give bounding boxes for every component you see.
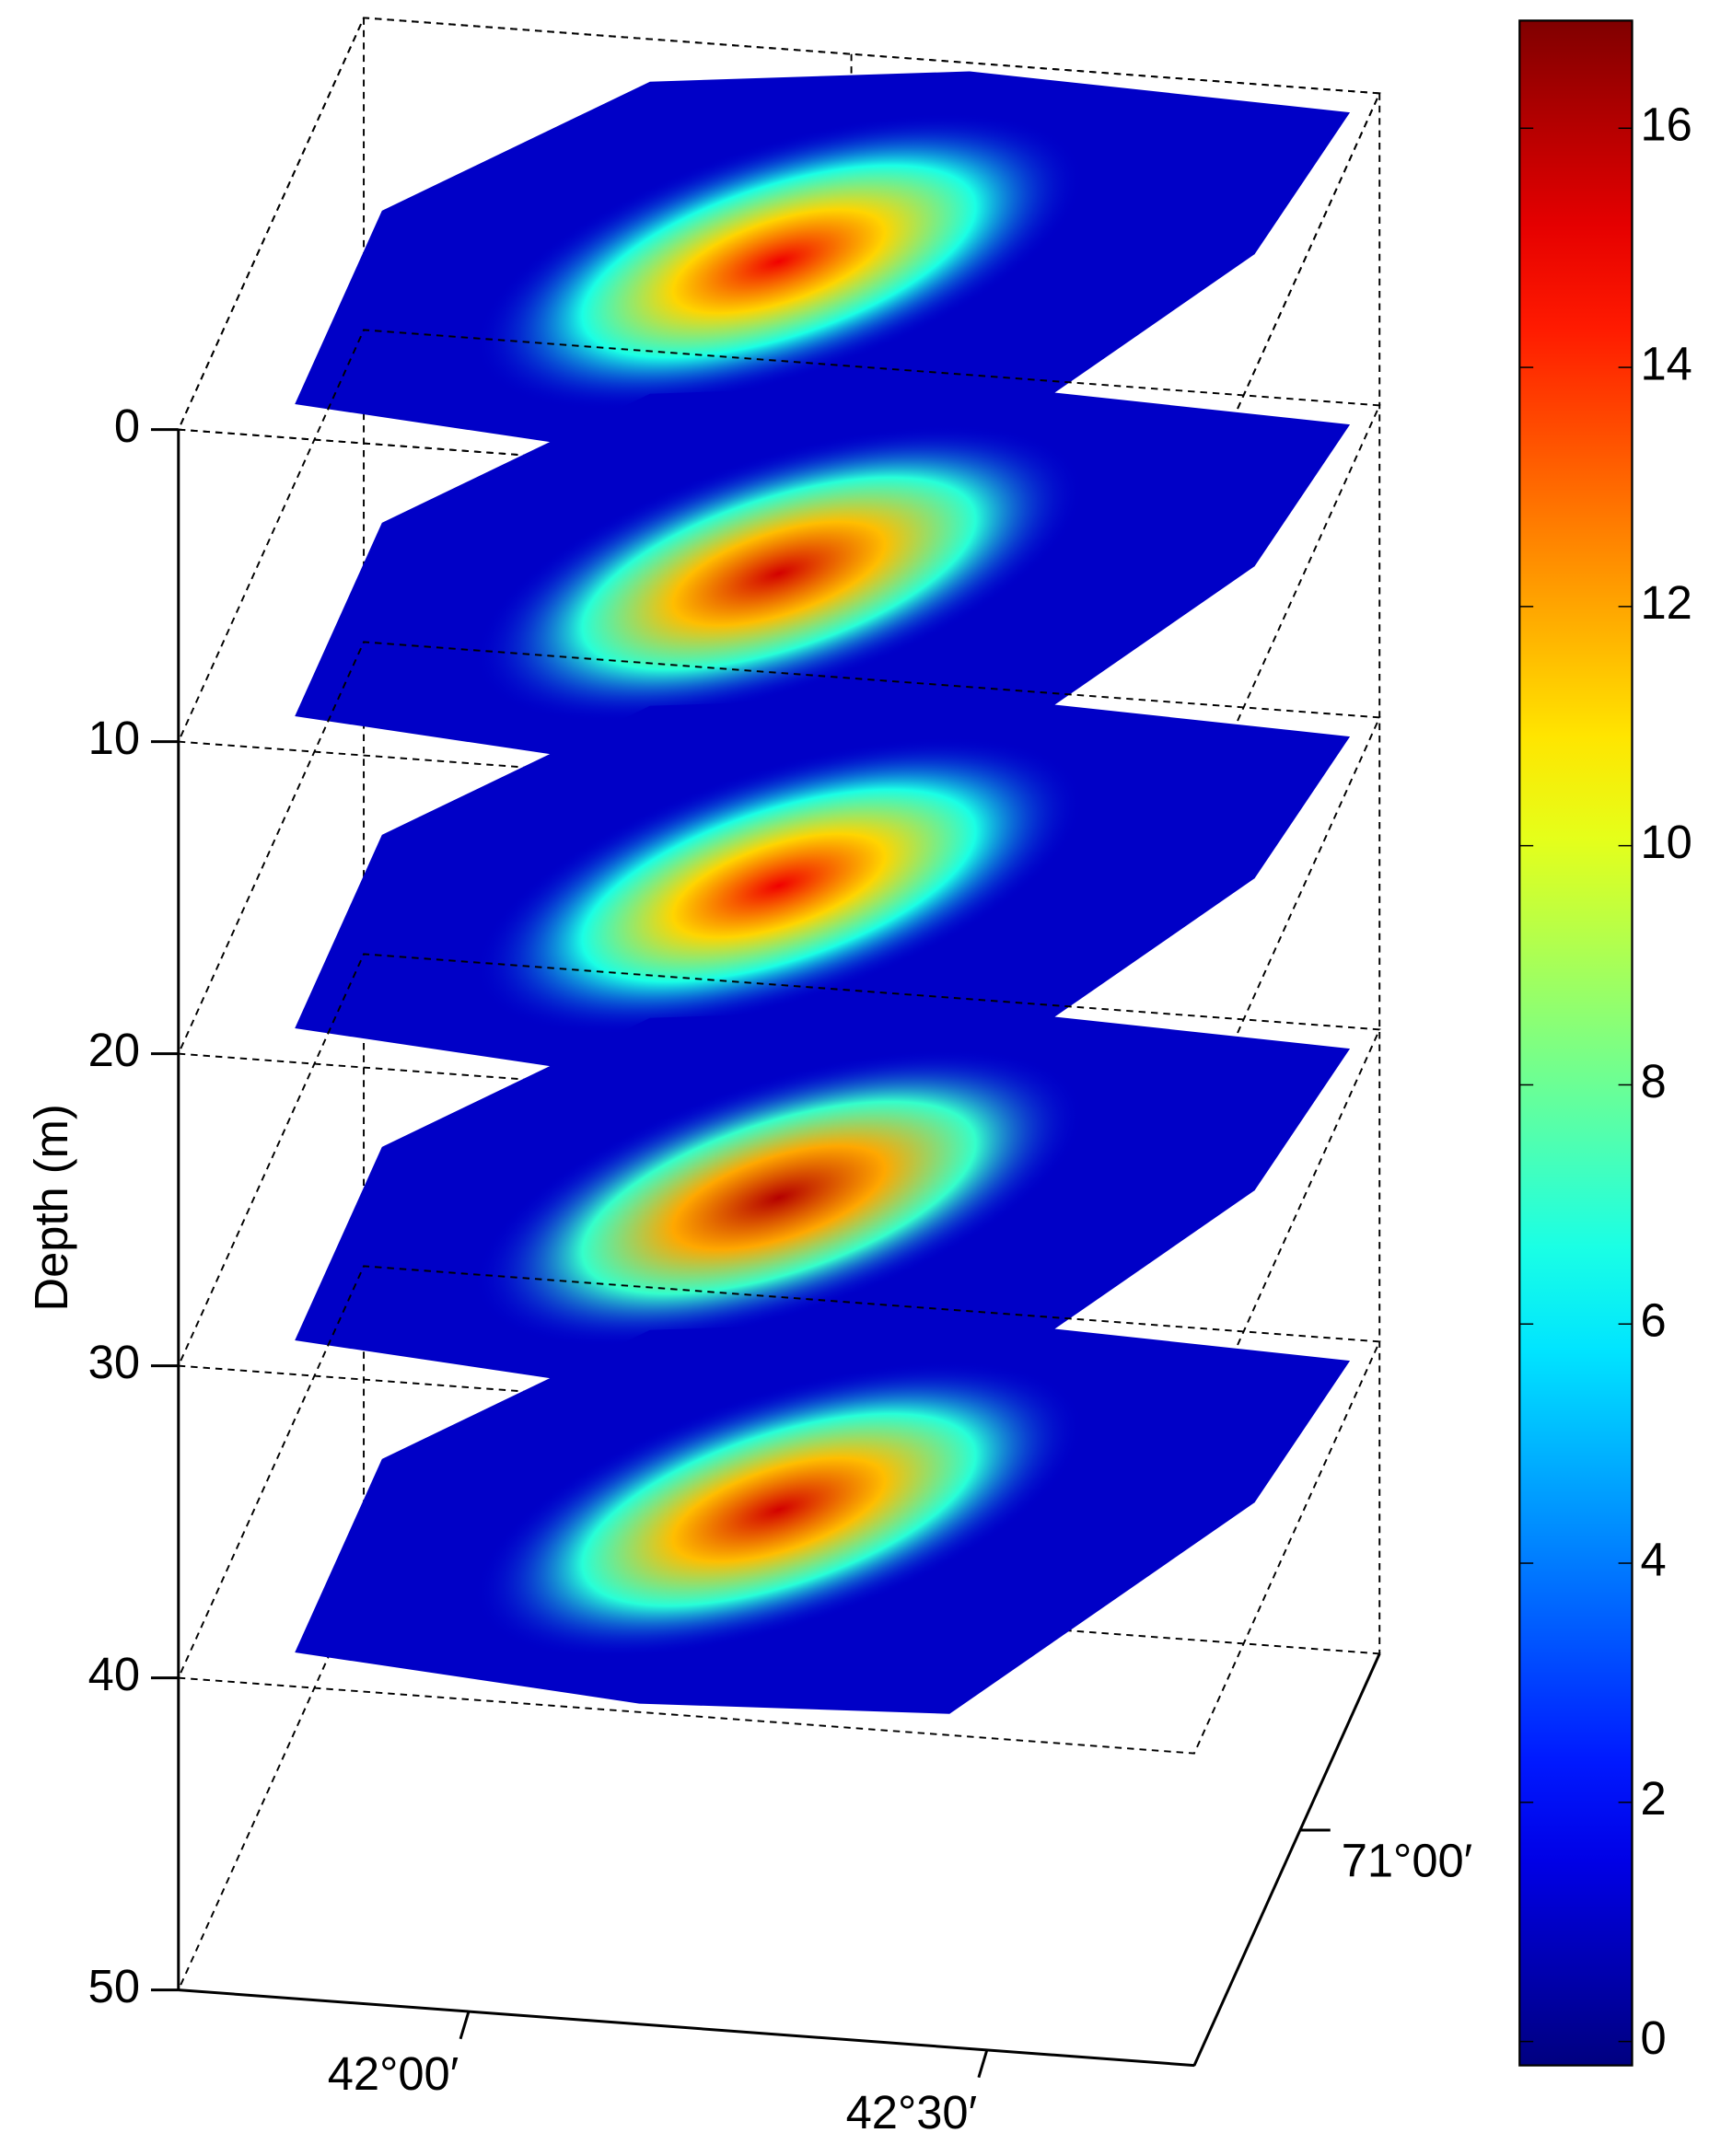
z-tick-label: 30 xyxy=(88,1336,140,1388)
colorbar-tick-label: 4 xyxy=(1640,1533,1666,1585)
z-axis-label: Depth (m) xyxy=(25,1104,77,1311)
slice-level xyxy=(177,953,1381,1443)
slice-level xyxy=(177,641,1381,1130)
z-tick-label: 0 xyxy=(114,400,140,452)
z-tick-label: 10 xyxy=(88,712,140,764)
colorbar-tick-label: 0 xyxy=(1640,2011,1666,2064)
z-tick-label: 20 xyxy=(88,1024,140,1076)
x-tick xyxy=(977,2049,989,2079)
y-tick-label: 71°00′ xyxy=(1342,1835,1473,1887)
colorbar-tick-label: 2 xyxy=(1640,1772,1666,1825)
y-axis xyxy=(1192,1652,1381,2067)
slice-level xyxy=(177,17,1381,506)
colorbar-tick-label: 14 xyxy=(1640,337,1692,389)
z-tick-label: 50 xyxy=(88,1960,140,2012)
slice-level xyxy=(177,329,1381,818)
slice-peak xyxy=(476,1049,1082,1346)
x-tick-label: 42°30′ xyxy=(846,2086,978,2139)
x-axis xyxy=(178,1988,1195,2068)
slice-peak xyxy=(476,1362,1082,1658)
slice-peak xyxy=(476,425,1082,722)
colorbar xyxy=(1518,19,1633,2067)
colorbar-tick-label: 8 xyxy=(1640,1055,1666,1107)
x-tick xyxy=(459,2011,471,2040)
slice-peak xyxy=(476,737,1082,1034)
colorbar-tick-label: 6 xyxy=(1640,1294,1666,1347)
colorbar-tick-label: 12 xyxy=(1640,576,1692,629)
slice-level xyxy=(177,1265,1381,1755)
colorbar-tick-label: 16 xyxy=(1640,99,1692,151)
colorbar-tick-label: 10 xyxy=(1640,816,1692,868)
x-tick-label: 42°00′ xyxy=(328,2047,459,2100)
z-tick-label: 40 xyxy=(88,1648,140,1700)
slice-peak xyxy=(476,113,1082,410)
